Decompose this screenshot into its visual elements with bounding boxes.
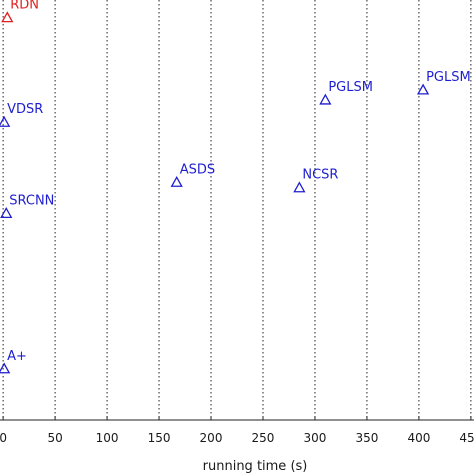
x-tick-label: 0 [0,431,7,445]
point-marker [0,362,11,374]
point-marker [0,115,11,127]
point-marker [0,207,13,219]
point-label: ASDS [180,162,215,177]
point-label: SRCNN [9,193,54,208]
point-marker [1,11,14,23]
x-tick-label: 400 [407,431,430,445]
x-tick-label: 200 [200,431,223,445]
x-tick-label: 450 [459,431,474,445]
x-tick-label: 50 [47,431,62,445]
point-marker [293,181,306,193]
point-label: VDSR [7,102,43,117]
point-label: PGLSM [426,70,471,85]
point-marker [170,175,183,187]
x-gridlines [2,0,472,420]
point-label: A+ [7,349,27,364]
data-points: RDN VDSR SRCNN A+ ASDS NCSR PGLSM PGLSM [0,0,471,374]
x-tick-label: 350 [355,431,378,445]
x-tick-label: 100 [96,431,119,445]
point-marker [319,93,332,105]
x-axis-ticks: 0 50 100 150 200 250 300 350 400 450 [0,416,474,445]
point-marker [416,83,430,95]
x-tick-label: 150 [148,431,171,445]
point-label: NCSR [302,168,338,183]
x-tick-label: 250 [252,431,275,445]
x-axis-title: running time (s) [203,459,308,474]
point-label: RDN [10,0,39,13]
point-label: PGLSM [328,80,373,95]
x-tick-label: 300 [304,431,327,445]
